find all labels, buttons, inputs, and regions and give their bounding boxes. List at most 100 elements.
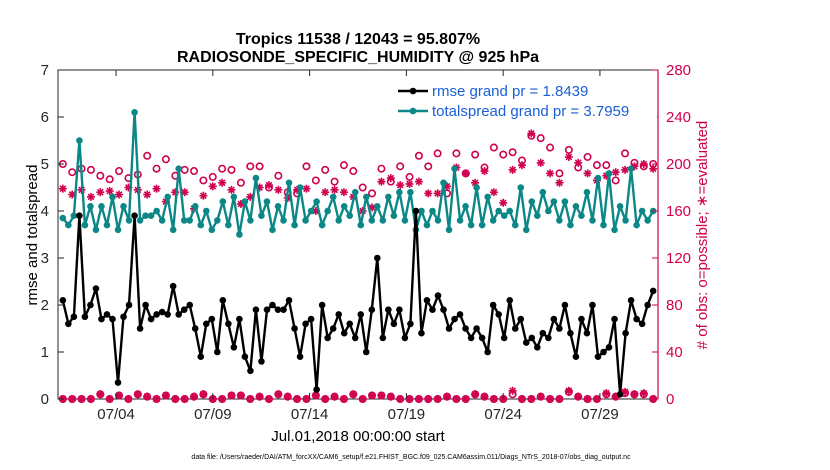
rmse-point	[407, 320, 414, 328]
spread-point	[346, 212, 354, 219]
obs-possible-point	[96, 171, 105, 180]
rmse-point	[296, 353, 304, 361]
obs-low-evaluated-point-stroke	[584, 395, 591, 403]
obs-low-evaluated-point	[508, 386, 517, 395]
obs-possible-point	[592, 161, 601, 170]
obs-low-evaluated-point	[349, 390, 358, 399]
chart-subtitle: RADIOSONDE_SPECIFIC_HUMIDITY @ 925 hPa	[177, 49, 539, 66]
rmse-point	[506, 297, 514, 304]
obs-evaluated-point	[143, 190, 152, 199]
rmse-point	[92, 285, 100, 292]
obs-possible-point	[236, 178, 245, 187]
obs-low-evaluated-point-stroke	[87, 395, 95, 403]
rmse-point	[605, 344, 613, 351]
rmse-point	[473, 325, 480, 332]
obs-evaluated-point-stroke	[406, 180, 413, 188]
spread-point	[191, 203, 199, 210]
spread-point	[125, 217, 133, 224]
obs-low-evaluated-point-stroke	[452, 395, 460, 403]
spread-point	[202, 207, 210, 215]
obs-evaluated-point-stroke	[490, 188, 498, 196]
spread-point	[263, 198, 271, 205]
obs-possible-point	[218, 164, 227, 173]
obs-low-evaluated-point	[546, 395, 555, 403]
rmse-point	[522, 339, 530, 346]
rmse-point	[385, 306, 392, 314]
right-tick-label: 200	[666, 156, 691, 173]
rmse-point	[517, 315, 525, 323]
rmse-point	[136, 325, 144, 332]
obs-evaluated-point	[499, 198, 508, 207]
spread-point	[258, 212, 265, 219]
rmse-point	[335, 311, 342, 318]
obs-low-evaluated-point-stroke	[143, 393, 151, 401]
rmse-point	[374, 254, 381, 262]
spread-point	[462, 203, 469, 210]
rmse-point	[611, 315, 618, 323]
x-tick-label: 07/19	[388, 406, 426, 423]
spread-point	[335, 217, 342, 224]
obs-possible-point	[621, 149, 630, 158]
spread-point	[357, 221, 365, 229]
spread-point	[478, 221, 486, 229]
x-tick-label: 07/09	[194, 406, 232, 423]
obs-low-evaluated-point-stroke	[68, 395, 76, 403]
spread-point	[247, 217, 254, 224]
spread-point	[87, 203, 94, 210]
obs-low-evaluated-point-stroke	[274, 390, 282, 398]
obs-low-evaluated-point-stroke	[171, 395, 179, 403]
rmse-layer	[59, 207, 657, 398]
spread-point	[600, 221, 607, 229]
rmse-point	[175, 311, 182, 318]
obs-low-evaluated-point-stroke	[490, 395, 498, 403]
obs-low-evaluated-point-stroke	[509, 387, 517, 395]
obs-low-evaluated-point-stroke	[78, 395, 85, 403]
obs-low-evaluated-point-stroke	[303, 395, 310, 403]
rmse-point	[269, 301, 276, 309]
obs-low-evaluated-point-stroke	[518, 395, 526, 403]
rmse-point	[351, 334, 359, 342]
obs-low-evaluated-point	[536, 392, 545, 401]
obs-low-evaluated-point	[377, 391, 386, 400]
spread-point	[236, 231, 243, 238]
spread-point	[313, 198, 320, 205]
obs-possible-point	[471, 150, 480, 159]
rmse-point	[429, 306, 436, 314]
obs-low-evaluated-point-stroke	[406, 395, 413, 403]
obs-evaluated-point-stroke	[378, 178, 385, 186]
obs-low-evaluated-point-stroke	[265, 395, 273, 403]
rmse-point	[120, 313, 127, 321]
obs-evaluated-point	[274, 185, 283, 194]
obs-low-evaluated-point-stroke	[256, 393, 264, 401]
spread-point	[511, 221, 519, 229]
obs-low-evaluated-point-stroke	[106, 395, 114, 403]
obs-evaluated-point	[58, 184, 67, 193]
rmse-point	[87, 301, 94, 309]
obs-low-evaluated-point-stroke	[387, 393, 395, 401]
obs-evaluated-point-stroke	[87, 193, 95, 201]
obs-evaluated-point	[339, 188, 348, 197]
spread-point	[451, 165, 458, 172]
rmse-point	[456, 311, 464, 318]
rmse-point	[318, 301, 326, 309]
obs-evaluated-point-stroke	[556, 179, 563, 187]
left-tick-label: 2	[41, 297, 49, 314]
obs-low-evaluated-point-stroke	[331, 393, 338, 401]
obs-low-evaluated-point-stroke	[378, 392, 385, 399]
spread-point	[583, 188, 591, 196]
obs-evaluated-point-stroke	[246, 193, 254, 201]
legend-rmse-marker	[409, 87, 417, 95]
obs-low-evaluated-point-stroke	[134, 390, 142, 398]
rmse-point	[401, 334, 409, 342]
obs-low-evaluated-point-stroke	[359, 395, 367, 403]
rmse-point	[368, 306, 376, 314]
spread-point	[390, 212, 398, 219]
spread-point	[567, 221, 574, 229]
left-tick-label: 4	[41, 203, 49, 220]
rmse-point	[65, 320, 72, 328]
obs-possible-point	[227, 165, 236, 174]
spread-point	[611, 226, 618, 234]
obs-low-evaluated-point	[264, 395, 273, 403]
right-tick-label: 160	[666, 203, 691, 220]
